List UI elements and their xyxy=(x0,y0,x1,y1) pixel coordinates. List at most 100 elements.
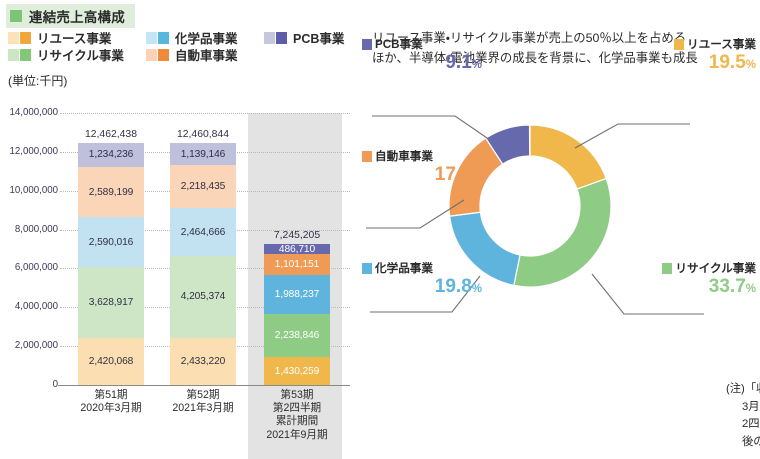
bar-column[interactable]: 1,234,236 2,589,199 2,590,016 3,628,917 2,42… xyxy=(78,129,144,385)
bar-segment-value: 1,101,151 xyxy=(274,258,320,270)
donut-callout-name-row: リサイクル事業 xyxy=(618,260,756,276)
legend-row: リサイクル事業 自動車事業 xyxy=(8,45,356,64)
bar-segment[interactable]: 2,218,435 xyxy=(170,165,236,209)
legend-swatch-automotive xyxy=(146,48,169,61)
bar-segment-value: 2,420,068 xyxy=(88,355,134,367)
donut-callout-swatch-icon xyxy=(362,262,372,274)
y-axis-tick-label: 12,000,000 xyxy=(9,145,59,157)
donut-callout-swatch-icon xyxy=(362,150,372,162)
bar-segment[interactable]: 2,464,666 xyxy=(170,208,236,257)
x-axis-label-line: 2020年3月期 xyxy=(80,402,142,415)
donut-segment[interactable] xyxy=(529,124,607,190)
y-axis-tick-label: 8,000,000 xyxy=(14,223,58,235)
donut-callout-swatch-icon xyxy=(662,262,673,274)
donut-callout-name: PCB事業 xyxy=(375,38,423,51)
bar-segment-value: 1,430,259 xyxy=(274,365,320,377)
chart-title: 連結売上高構成 xyxy=(6,4,135,28)
x-axis-label: 第53期 第2四半期 累計期間 2021年9月期 xyxy=(245,389,349,442)
legend-row: リユース事業 化学品事業 PCB事業 xyxy=(8,28,356,47)
donut-callout-name: リユース事業 xyxy=(687,38,756,51)
donut-segment[interactable] xyxy=(513,177,612,288)
bar-total-label: 12,460,844 xyxy=(176,128,229,140)
bar-segment[interactable]: 2,589,199 xyxy=(78,166,144,218)
y-axis-tick-label: 2,000,000 xyxy=(14,340,58,352)
bar-segment[interactable]: 2,590,016 xyxy=(78,217,144,268)
legend-label-chemical: 化学品事業 xyxy=(175,32,238,46)
donut-segment[interactable] xyxy=(484,124,531,165)
bar-segment[interactable]: 1,101,151 xyxy=(264,253,330,276)
donut-callout-swatch-icon xyxy=(362,38,372,50)
donut-callout-value: 19.8% xyxy=(362,276,482,300)
donut-leader-line xyxy=(372,115,491,141)
bar-segment[interactable]: 1,139,146 xyxy=(170,142,236,166)
donut-callout-name: リサイクル事業 xyxy=(675,262,756,275)
footnote-line-1: (注)「収益認識に関する会計基準」（企業会計基準第29号 2020年 xyxy=(726,383,760,395)
donut-leader-line xyxy=(591,273,704,315)
legend-item-recycle: リサイクル事業 xyxy=(8,45,146,64)
legend-swatch-reuse xyxy=(8,31,31,44)
footnote-line-3: 2四半期に係る各数値については、当該会計基準等を適用した xyxy=(742,418,760,431)
legend-label-recycle: リサイクル事業 xyxy=(37,49,124,63)
bar-segment-value: 1,139,146 xyxy=(180,148,226,160)
headline-line-1: リユース事業・リサイクル事業が売上の50％以上を占める xyxy=(372,31,687,45)
gridline xyxy=(60,113,350,114)
bar-segment[interactable]: 2,433,220 xyxy=(170,337,236,385)
bar-segment-value: 486,710 xyxy=(278,243,316,255)
bar-segment-value: 1,234,236 xyxy=(88,149,134,161)
donut-callout-percent-number: 9.1 xyxy=(445,52,472,73)
x-axis-label-line: 第2四半期 xyxy=(272,402,322,415)
bar-segment-value: 2,464,666 xyxy=(180,226,226,238)
x-axis-label-line: 第52期 xyxy=(186,389,220,401)
bar-segment-value: 2,589,199 xyxy=(88,186,134,198)
bar-column[interactable]: 486,710 1,101,151 1,988,237 2,238,846 1,430,… xyxy=(264,230,330,385)
footnote-line-4: 後の数値となっております。 xyxy=(742,435,760,448)
bar-segment-value: 3,628,917 xyxy=(88,297,134,309)
legend-item-automotive: 自動車事業 xyxy=(146,45,264,64)
donut-callout-percent-sign: % xyxy=(471,283,482,295)
donut-callout-name-row: PCB事業 xyxy=(362,36,482,52)
y-axis-tick-label: 10,000,000 xyxy=(9,184,59,196)
bar-segment[interactable]: 3,628,917 xyxy=(78,267,144,338)
x-axis-label-line: 累計期間 xyxy=(275,415,319,428)
legend-item-chemical: 化学品事業 xyxy=(146,28,264,47)
legend-label-reuse: リユース事業 xyxy=(37,32,112,46)
donut-callout-value: 33.7% xyxy=(618,276,756,300)
donut-callout-percent-number: 33.7 xyxy=(708,276,746,297)
donut-callout-percent-sign: % xyxy=(471,59,482,71)
donut-leader-line xyxy=(370,275,481,313)
y-axis-tick-label: 6,000,000 xyxy=(14,262,58,274)
donut-callout-percent-number: 19.8 xyxy=(434,276,472,297)
bar-segment-value: 1,988,237 xyxy=(274,288,320,300)
donut-leader-line xyxy=(574,123,690,149)
legend-label-automotive: 自動車事業 xyxy=(175,49,238,63)
legend-label-pcb: PCB事業 xyxy=(293,32,345,46)
donut-callout: リユース事業 19.5% xyxy=(630,36,756,76)
donut-callout-name-row: 化学品事業 xyxy=(362,260,482,276)
bar-segment-value: 4,205,374 xyxy=(180,291,226,303)
bar-segment[interactable]: 1,430,259 xyxy=(264,357,330,385)
bar-segment[interactable]: 486,710 xyxy=(264,243,330,255)
bar-segment[interactable]: 1,988,237 xyxy=(264,275,330,314)
headline-line-2: ほか、半導体・電池業界の成長を背景に、化学品事業も成長 xyxy=(372,51,698,65)
headline-text: リユース事業・リサイクル事業が売上の50％以上を占める ほか、半導体・電池業界の… xyxy=(372,28,756,68)
donut-callout: 化学品事業 19.8% xyxy=(362,260,482,300)
x-axis-label-line: 2021年9月期 xyxy=(266,428,328,441)
donut-chart: PCB事業 9.1% リユース事業 19.5% 自動車事業 17.8% 化学品事業 19.8%… xyxy=(360,38,760,370)
donut-leader-line xyxy=(366,199,465,229)
donut-callout-percent-number: 17.8 xyxy=(434,164,472,185)
bar-column[interactable]: 1,139,146 2,218,435 2,464,666 4,205,374 2,43… xyxy=(170,129,236,385)
bar-segment-value: 2,238,846 xyxy=(274,329,320,341)
donut-callout: リサイクル事業 33.7% xyxy=(618,260,756,300)
donut-callout: 自動車事業 17.8% xyxy=(362,148,482,188)
donut-callout-name-row: リユース事業 xyxy=(630,36,756,52)
bar-segment-value: 2,433,220 xyxy=(180,355,226,367)
donut-chart-panel: リユース事業・リサイクル事業が売上の50％以上を占める ほか、半導体・電池業界の… xyxy=(360,0,760,459)
bar-segment[interactable]: 4,205,374 xyxy=(170,256,236,338)
bar-segment[interactable]: 2,238,846 xyxy=(264,313,330,358)
donut-callout-swatch-icon xyxy=(674,38,685,50)
bar-segment[interactable]: 1,234,236 xyxy=(78,142,144,167)
title-swatch-icon xyxy=(10,10,22,22)
bar-segment[interactable]: 2,420,068 xyxy=(78,337,144,385)
